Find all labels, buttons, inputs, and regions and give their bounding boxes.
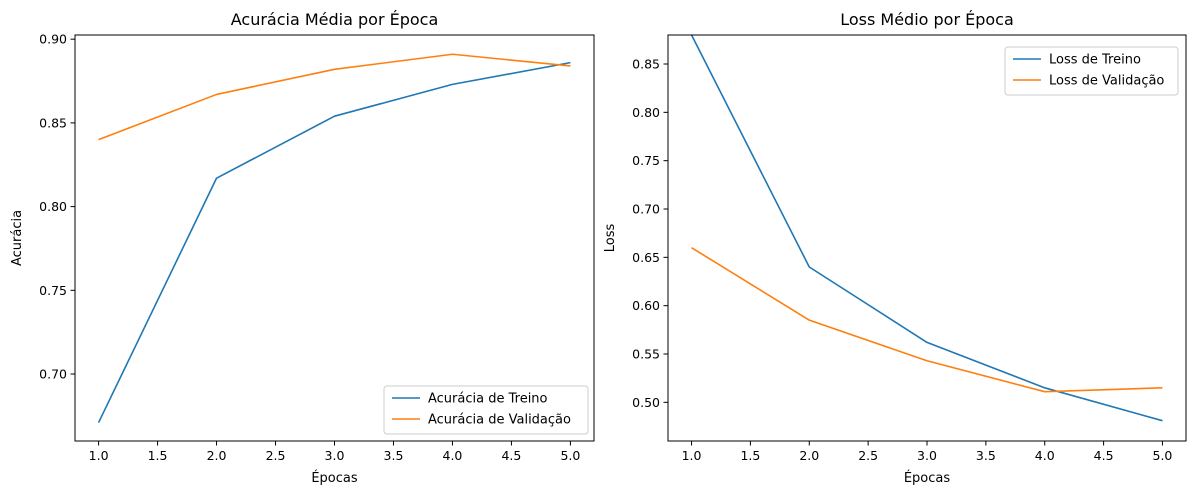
loss-y-tick-label: 0.55 (632, 347, 660, 362)
loss-x-tick-label: 5.0 (1153, 448, 1173, 463)
accuracy-legend-label: Acurácia de Validação (428, 413, 571, 428)
accuracy-y-tick-label: 0.75 (39, 283, 67, 298)
loss-x-tick-label: 2.0 (799, 448, 819, 463)
loss-ticks: 1.0 1.5 2.0 2.5 3.0 3.5 4.0 4.5 5.0 0.50 0.55 0.60 0… (632, 57, 1172, 464)
loss-chart: Loss Médio por Época Épocas Loss 1.0 1.5 2… (603, 10, 1187, 486)
loss-plot-frame (667, 34, 1187, 442)
accuracy-x-tick-label: 5.0 (560, 448, 580, 463)
accuracy-y-tick-label: 0.80 (39, 199, 67, 214)
accuracy-legend-label: Acurácia de Treino (428, 392, 548, 407)
accuracy-chart-title: Acurácia Média por Época (231, 10, 439, 29)
accuracy-legend: Acurácia de Treino Acurácia de Validação (383, 385, 589, 435)
accuracy-x-tick-label: 3.5 (384, 448, 404, 463)
accuracy-y-tick-label: 0.70 (39, 367, 67, 382)
accuracy-y-tick-label: 0.90 (39, 32, 67, 47)
loss-legend-box (1004, 46, 1179, 96)
accuracy-x-tick-label: 4.0 (443, 448, 463, 463)
loss-x-tick-label: 4.0 (1035, 448, 1055, 463)
loss-y-tick-label: 0.60 (632, 298, 660, 313)
accuracy-y-axis-label: Acurácia (10, 210, 25, 266)
loss-y-tick-label: 0.80 (632, 105, 660, 120)
loss-legend-label: Loss de Treino (1049, 53, 1141, 68)
loss-legend: Loss de Treino Loss de Validação (1004, 46, 1179, 96)
accuracy-plot-frame (74, 34, 595, 442)
loss-x-tick-label: 1.0 (682, 448, 702, 463)
loss-y-axis-label: Loss (603, 224, 618, 253)
loss-y-tick-label: 0.85 (632, 57, 660, 72)
loss-chart-title: Loss Médio por Época (840, 10, 1014, 29)
loss-series-line-validation (691, 246, 1163, 393)
loss-x-tick-label: 3.0 (917, 448, 937, 463)
loss-series-lines (690, 34, 1163, 422)
loss-x-axis-label: Épocas (904, 470, 951, 486)
loss-series-line-train (690, 34, 1163, 422)
accuracy-chart: Acurácia Média por Época Épocas Acurácia… (10, 10, 595, 486)
accuracy-series-line-train (97, 61, 571, 423)
accuracy-series-line-validation (98, 53, 571, 141)
accuracy-x-tick-label: 2.5 (266, 448, 286, 463)
accuracy-series-lines (97, 53, 571, 423)
accuracy-x-tick-label: 1.0 (89, 448, 109, 463)
accuracy-y-tick-label: 0.85 (39, 115, 67, 130)
loss-y-tick-label: 0.75 (632, 153, 660, 168)
loss-y-tick-label: 0.50 (632, 395, 660, 410)
accuracy-x-tick-label: 2.0 (207, 448, 227, 463)
loss-x-tick-label: 4.5 (1094, 448, 1114, 463)
accuracy-ticks: 1.0 1.5 2.0 2.5 3.0 3.5 4.0 4.5 5.0 0.70 0.75 0.80 0… (39, 32, 580, 463)
loss-legend-label: Loss de Validação (1049, 74, 1164, 89)
accuracy-x-axis-label: Épocas (311, 470, 358, 486)
loss-x-tick-label: 1.5 (740, 448, 760, 463)
loss-y-tick-label: 0.65 (632, 250, 660, 265)
loss-x-tick-label: 3.5 (976, 448, 996, 463)
accuracy-legend-box (383, 385, 589, 435)
accuracy-x-tick-label: 3.0 (325, 448, 345, 463)
loss-x-tick-label: 2.5 (858, 448, 878, 463)
accuracy-x-tick-label: 4.5 (501, 448, 521, 463)
loss-y-tick-label: 0.70 (632, 202, 660, 217)
accuracy-x-tick-label: 1.5 (148, 448, 168, 463)
